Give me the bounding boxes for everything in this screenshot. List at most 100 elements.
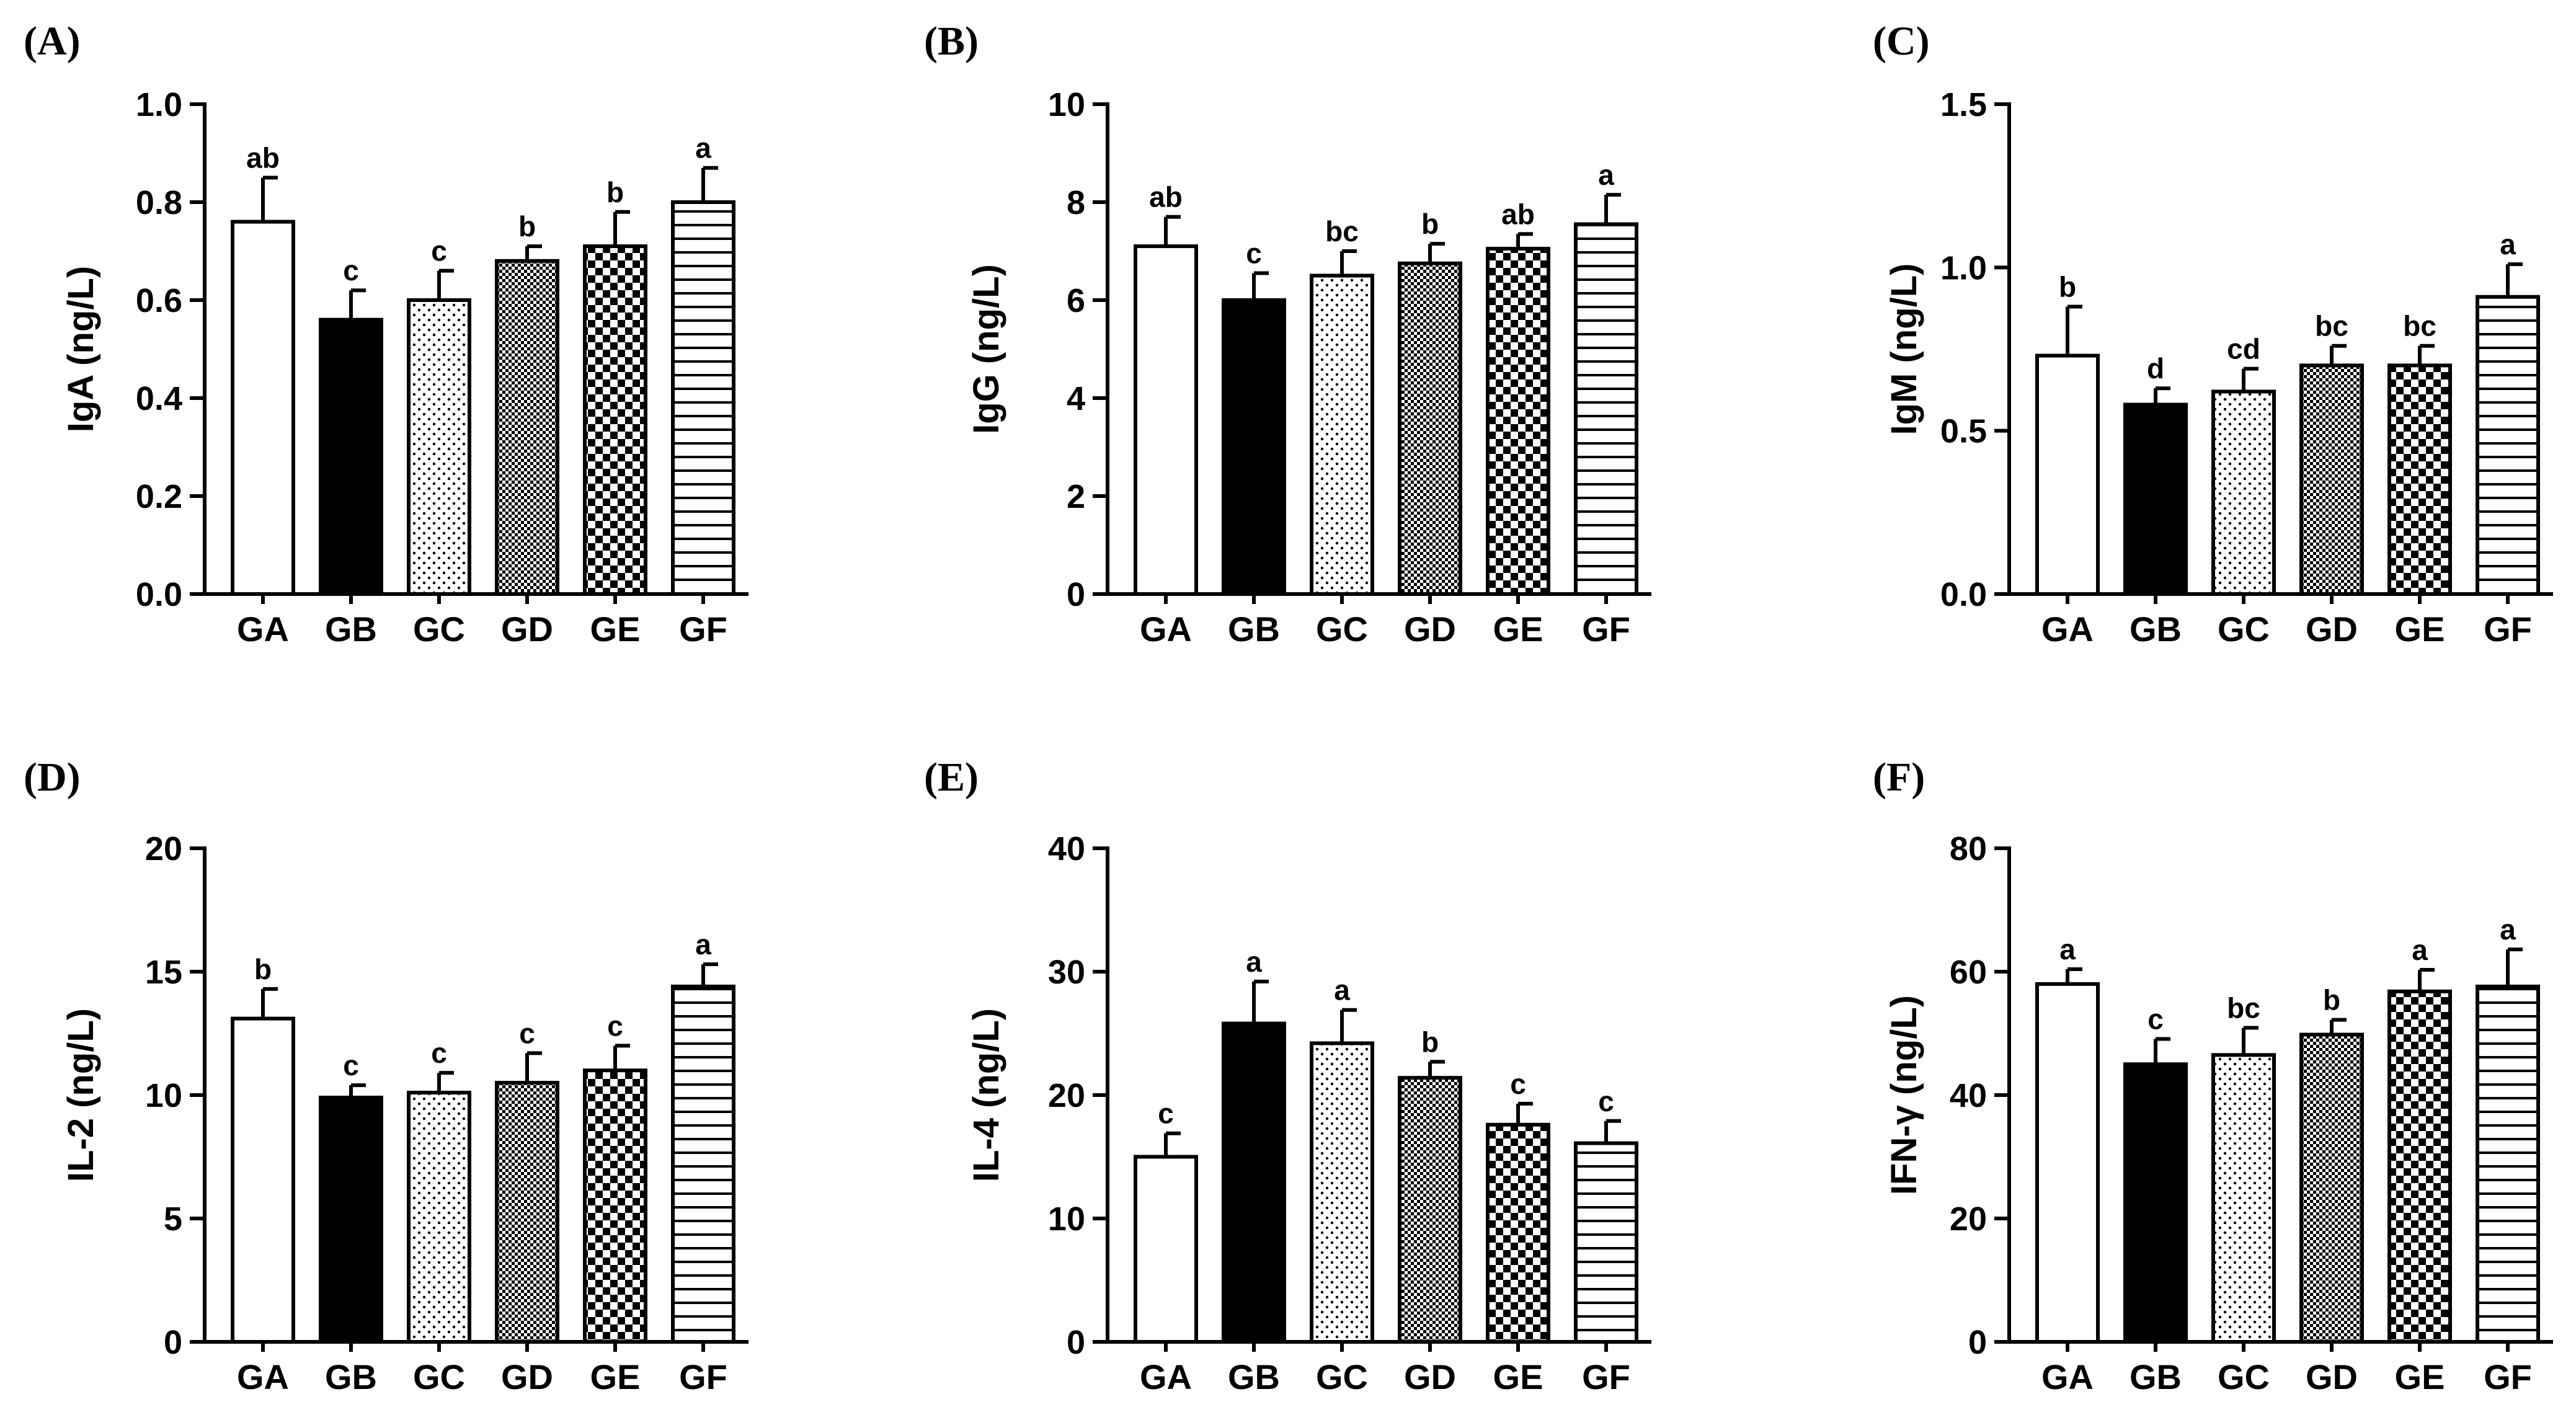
x-tick-label: GD — [1404, 1357, 1456, 1396]
chart-panel: (E) IL-4 (ng/L) c GA a GB a GC b GD c GE c GF 0 10 20 30 4… — [924, 755, 1651, 1396]
y-tick-label: 0 — [1968, 1324, 1987, 1361]
x-tick-label: GC — [1316, 1357, 1368, 1396]
y-tick-label: 30 — [1048, 954, 1085, 991]
bar — [407, 1091, 471, 1344]
y-tick-label: 10 — [145, 1077, 182, 1114]
bar — [2211, 389, 2276, 596]
y-axis-label: IgA (ng/L) — [61, 266, 101, 432]
y-tick-label: 8 — [1067, 184, 1085, 221]
x-tick-label: GA — [237, 610, 289, 649]
y-tick-label: 20 — [1950, 1200, 1987, 1238]
bar — [2035, 353, 2100, 596]
significance-letter: a — [2412, 934, 2428, 966]
y-tick-label: 60 — [1950, 954, 1987, 991]
x-tick-label: GE — [2395, 1357, 2445, 1396]
x-tick-label: GE — [590, 610, 641, 649]
bar — [1222, 298, 1286, 596]
bar — [1398, 261, 1462, 596]
x-tick-label: GE — [1493, 610, 1543, 649]
significance-letter: a — [2059, 933, 2076, 965]
y-tick-label: 40 — [1048, 830, 1085, 868]
y-tick-label: 20 — [145, 830, 182, 868]
significance-letter: b — [518, 210, 536, 242]
chart-panel: (B) IgG (ng/L) ab GA c GB bc GC b GD ab GE a GF 0 2 4 6 8 1… — [924, 19, 1651, 649]
bar — [495, 1081, 559, 1344]
significance-letter: c — [431, 1037, 447, 1069]
significance-letter: ab — [246, 142, 280, 174]
x-tick-label: GB — [1228, 1357, 1280, 1396]
x-tick-label: GB — [325, 610, 377, 649]
significance-letter: b — [1421, 208, 1439, 240]
bar — [2123, 1062, 2188, 1344]
x-tick-label: GA — [1140, 1357, 1192, 1396]
bar — [1310, 273, 1374, 596]
x-tick-label: GC — [413, 610, 465, 649]
significance-letter: bc — [1325, 215, 1359, 247]
bar — [1574, 1141, 1638, 1344]
y-tick-label: 4 — [1067, 380, 1085, 417]
x-tick-label: GE — [1493, 1357, 1543, 1396]
y-tick-label: 5 — [164, 1200, 182, 1238]
bar — [2211, 1053, 2276, 1344]
significance-letter: ab — [1149, 181, 1183, 213]
significance-letter: cd — [2227, 333, 2260, 365]
panel-label: (F) — [1873, 755, 1925, 800]
y-tick-label: 0 — [1067, 576, 1085, 613]
significance-letter: a — [1598, 159, 1614, 191]
bar — [671, 200, 735, 596]
y-tick-label: 20 — [1048, 1077, 1085, 1114]
bar — [1486, 247, 1550, 596]
x-tick-label: GF — [1582, 1357, 1630, 1396]
significance-letter: bc — [2315, 310, 2348, 342]
x-tick-label: GF — [2484, 1357, 2532, 1396]
chart-panel: (C) IgM (ng/L) b GA d GB cd GC bc GD bc GE a GF 0.0 0.5… — [1873, 19, 2553, 649]
y-tick-label: 0.5 — [1940, 413, 1987, 450]
y-tick-label: 1.0 — [136, 86, 182, 123]
x-tick-label: GC — [1316, 610, 1368, 649]
significance-letter: c — [1598, 1085, 1614, 1117]
bar — [671, 984, 735, 1344]
bar — [495, 259, 559, 596]
y-tick-label: 0 — [1067, 1324, 1085, 1361]
x-tick-label: GF — [679, 1357, 727, 1396]
significance-letter: b — [254, 953, 272, 985]
chart-panel: (F) IFN-γ (ng/L) a GA c GB bc GC b GD a GE a GF 0 20 40 6… — [1873, 755, 2553, 1396]
y-axis-label: IL-4 (ng/L) — [966, 1008, 1006, 1182]
y-tick-label: 0.0 — [136, 576, 182, 613]
significance-letter: a — [695, 928, 711, 961]
y-tick-label: 0.0 — [1940, 576, 1987, 613]
y-axis-label: IFN-γ (ng/L) — [1884, 995, 1924, 1195]
significance-letter: b — [1421, 1026, 1439, 1058]
significance-letter: ab — [1501, 198, 1535, 230]
bar — [2035, 982, 2100, 1344]
x-tick-label: GA — [2041, 1357, 2094, 1396]
bar — [1134, 1155, 1198, 1344]
y-axis-label: IL-2 (ng/L) — [61, 1008, 101, 1182]
bar — [2299, 1032, 2364, 1344]
bar — [1486, 1122, 1550, 1344]
significance-letter: b — [606, 176, 624, 208]
x-tick-label: GE — [590, 1357, 641, 1396]
x-tick-label: GC — [2218, 1357, 2270, 1396]
bar — [1222, 1021, 1286, 1344]
significance-letter: d — [2147, 352, 2164, 384]
significance-letter: a — [1334, 974, 1350, 1006]
bar — [231, 1016, 295, 1344]
bar — [407, 298, 471, 596]
y-tick-label: 15 — [145, 954, 182, 991]
bar — [2476, 295, 2540, 596]
significance-letter: c — [1510, 1068, 1526, 1100]
y-tick-label: 1.5 — [1940, 86, 1987, 123]
panel-label: (C) — [1873, 19, 1930, 64]
bar — [231, 220, 295, 597]
x-tick-label: GD — [2306, 1357, 2358, 1396]
chart-panel: (D) IL-2 (ng/L) b GA c GB c GC c GD c GE a GF 0 5 10 15 20 — [24, 755, 748, 1396]
y-tick-label: 0.4 — [136, 380, 182, 417]
y-tick-label: 0.6 — [136, 282, 182, 319]
significance-letter: c — [343, 254, 359, 286]
y-tick-label: 10 — [1048, 1200, 1085, 1238]
panel-label: (B) — [924, 19, 979, 64]
significance-letter: a — [2500, 913, 2516, 946]
x-tick-label: GF — [679, 610, 727, 649]
